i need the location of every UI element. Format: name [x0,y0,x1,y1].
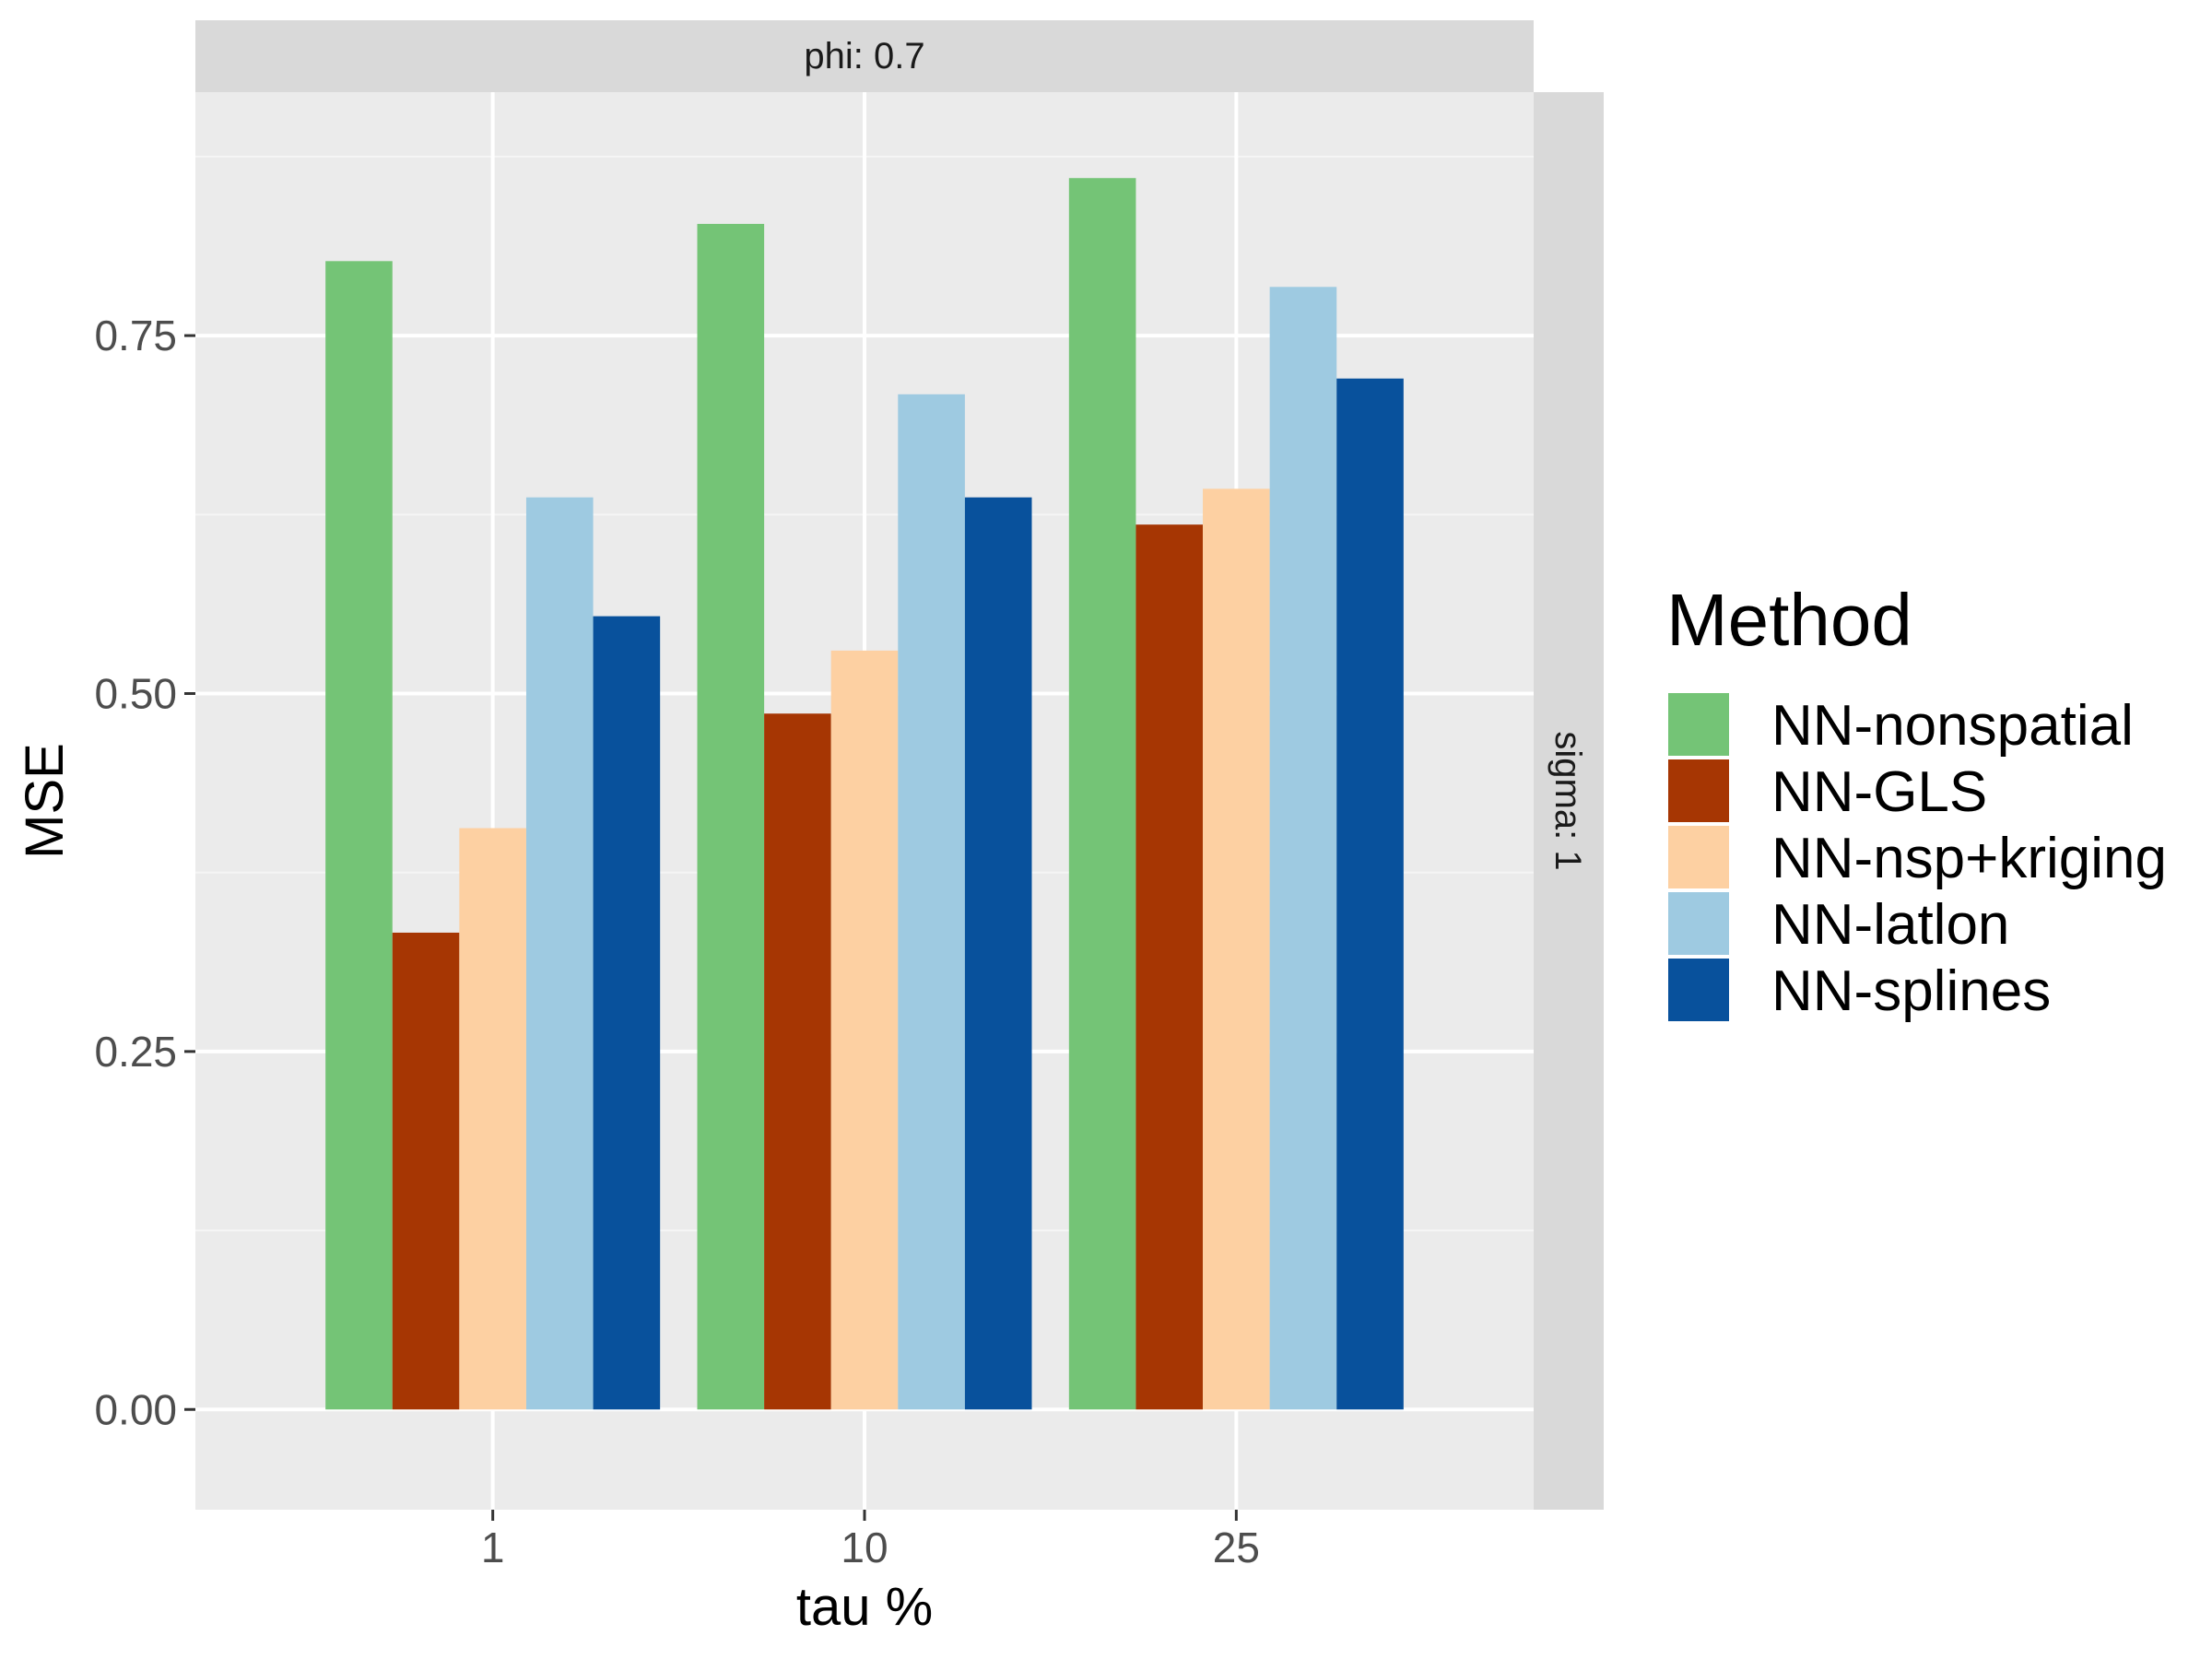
bar-nn-nonspatial-25 [1069,178,1136,1409]
bar-nn-gls-10 [764,713,831,1409]
legend-title: Method [1666,579,1912,661]
y-tick-label: 0.50 [94,669,177,717]
bar-nn-nsp-kriging-25 [1203,488,1270,1409]
bar-nn-nsp-kriging-1 [459,829,526,1410]
chart: phi: 0.7 sigma: 1 0.000.250.500.751 10 25 … [0,0,2212,1659]
legend-swatch [1668,892,1729,955]
bar-nn-nsp-kriging-10 [831,651,899,1409]
x-axis-title: tau % [796,1577,933,1637]
y-axis-title: MSE [15,743,75,859]
legend-swatch [1668,693,1729,756]
x-tick-label: 25 [1213,1524,1260,1571]
bar-nn-latlon-10 [898,394,965,1409]
bar-nn-splines-25 [1336,379,1404,1410]
bar-nn-splines-10 [965,498,1032,1410]
bar-nn-nonspatial-1 [325,261,393,1409]
facet-label-right: sigma: 1 [1547,731,1588,870]
bar-nn-nonspatial-10 [698,224,765,1409]
legend: NN-nonspatialNN-GLSNN-nsp+krigingNN-latl… [1668,693,2167,1023]
legend-swatch [1668,959,1729,1021]
bar-nn-splines-1 [594,617,661,1410]
bar-nn-gls-25 [1135,524,1203,1409]
y-tick-label: 0.75 [94,312,177,359]
legend-label: NN-latlon [1771,893,2009,957]
y-tick-label: 0.00 [94,1385,177,1433]
x-tick-label: 10 [841,1524,888,1571]
legend-label: NN-nsp+kriging [1771,827,2167,890]
bar-nn-latlon-25 [1270,287,1337,1409]
legend-swatch [1668,759,1729,822]
legend-swatch [1668,826,1729,888]
bar-nn-latlon-1 [526,498,594,1410]
legend-label: NN-GLS [1771,760,1987,824]
y-tick-label: 0.25 [94,1028,177,1076]
legend-label: NN-splines [1771,959,2051,1023]
bar-nn-gls-1 [393,933,460,1409]
legend-label: NN-nonspatial [1771,694,2134,758]
x-tick-label: 1 [481,1524,505,1571]
facet-label-top: phi: 0.7 [804,36,924,76]
